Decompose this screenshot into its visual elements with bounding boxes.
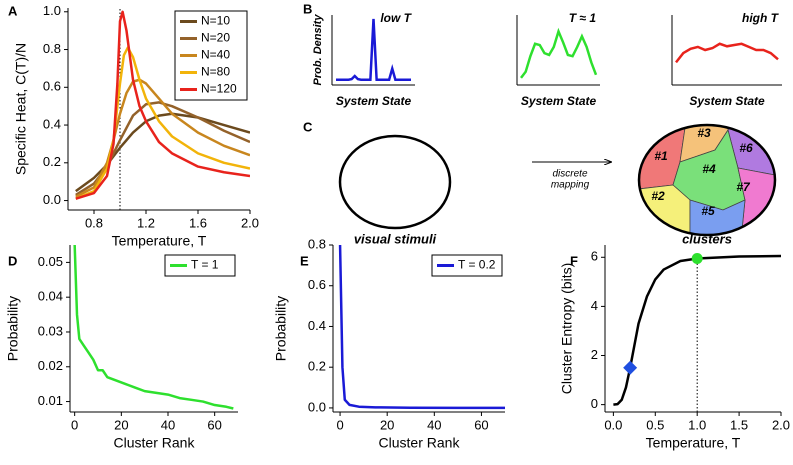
panel-title: T ≈ 1	[569, 11, 597, 25]
x-axis-title: System State	[689, 94, 765, 108]
y-tick-label: 0.2	[308, 359, 326, 374]
panel-label: D	[8, 253, 17, 268]
panel-label: F	[570, 253, 578, 268]
density-line	[336, 18, 411, 82]
x-axis-title: System State	[336, 94, 412, 108]
cluster-outline	[637, 123, 777, 237]
y-tick-label: 0.4	[308, 318, 326, 333]
y-tick-label: 6	[591, 249, 598, 264]
x-tick-label: 2.0	[241, 215, 259, 230]
x-tick-label: 1.2	[137, 215, 155, 230]
cluster-label: #5	[701, 204, 715, 218]
x-tick-label: 0.5	[646, 417, 664, 432]
x-tick-label: 2.0	[772, 417, 790, 432]
cluster-label: #4	[702, 162, 716, 176]
line	[75, 10, 250, 200]
x-tick-label: 20	[114, 417, 128, 432]
y-tick-label: 1.0	[43, 3, 61, 18]
y-tick-label: 0.03	[38, 323, 63, 338]
cluster-label: #6	[739, 141, 753, 155]
y-axis-title: Probability	[273, 296, 289, 361]
legend-label: T = 0.2	[458, 258, 496, 272]
y-tick-label: 4	[591, 298, 598, 313]
x-tick-label: 60	[474, 417, 488, 432]
x-axis-title: Cluster Rank	[379, 435, 461, 451]
line	[73, 244, 234, 410]
density-line	[675, 42, 779, 64]
y-tick-label: 0	[591, 396, 598, 411]
arrow-label: discrete	[552, 169, 587, 180]
y-tick-label: 0.02	[38, 358, 63, 373]
point-marker	[623, 360, 638, 375]
legend-label: N=10	[201, 14, 230, 28]
y-tick-label: 0.4	[43, 116, 61, 131]
x-tick-label: 0	[336, 417, 343, 432]
legend-box	[431, 254, 503, 277]
cluster-region	[689, 199, 746, 235]
legend-label: N=20	[201, 31, 230, 45]
panel-title: low T	[380, 11, 412, 25]
x-tick-label: 0	[71, 417, 78, 432]
x-tick-label: 0.8	[85, 215, 103, 230]
legend-label: T = 1	[191, 258, 219, 272]
y-tick-label: 0.0	[308, 399, 326, 414]
y-tick-label: 0.6	[308, 277, 326, 292]
x-tick-label: 40	[161, 417, 175, 432]
legend-box	[164, 254, 236, 277]
x-tick-label: 1.6	[189, 215, 207, 230]
y-tick-label: 0.6	[43, 79, 61, 94]
cluster-label: #2	[651, 189, 665, 203]
panel-label: E	[300, 253, 309, 268]
stimuli-ellipse	[338, 134, 452, 230]
y-axis-title: Probability	[5, 296, 21, 361]
left-label: visual stimuli	[354, 231, 437, 246]
panel-label: A	[8, 3, 18, 18]
x-tick-label: 60	[207, 417, 221, 432]
cluster-label: #7	[736, 180, 751, 194]
cluster-label: #1	[654, 149, 668, 163]
y-tick-label: 2	[591, 347, 598, 362]
x-axis-title: Cluster Rank	[114, 435, 196, 451]
point-marker	[691, 253, 703, 265]
legend-label: N=80	[201, 65, 230, 79]
y-tick-label: 0.8	[43, 41, 61, 56]
right-label: clusters	[682, 231, 732, 246]
x-tick-label: 1.0	[688, 417, 706, 432]
y-tick-label: 0.05	[38, 254, 63, 269]
x-tick-label: 1.5	[730, 417, 748, 432]
cluster-label: #3	[697, 126, 711, 140]
line	[338, 244, 505, 410]
legend-label: N=120	[201, 82, 237, 96]
y-tick-label: 0.8	[308, 236, 326, 251]
x-tick-label: 0.0	[604, 417, 622, 432]
panel-label: B	[303, 1, 312, 16]
legend-label: N=40	[201, 48, 230, 62]
y-tick-label: 0.04	[38, 289, 63, 304]
y-axis-title: Specific Heat, C(T)/N	[13, 43, 29, 175]
density-line	[520, 27, 598, 79]
panel-title: high T	[742, 11, 780, 25]
x-axis-title: Temperature, T	[646, 435, 741, 451]
x-axis-title: System State	[521, 94, 597, 108]
x-axis-title: Temperature, T	[112, 233, 207, 249]
y-tick-label: 0.0	[43, 192, 61, 207]
panel-c: C visual stimuli discrete mapping #1 #2 …	[303, 119, 777, 246]
y-axis-title: Prob. Density	[312, 14, 324, 86]
arrow-label: mapping	[551, 180, 590, 191]
y-tick-label: 0.2	[43, 154, 61, 169]
panel-label: C	[303, 119, 313, 134]
y-tick-label: 0.01	[38, 393, 63, 408]
x-tick-label: 40	[427, 417, 441, 432]
y-axis-title: Cluster Entropy (bits)	[559, 263, 575, 394]
x-tick-label: 20	[380, 417, 394, 432]
